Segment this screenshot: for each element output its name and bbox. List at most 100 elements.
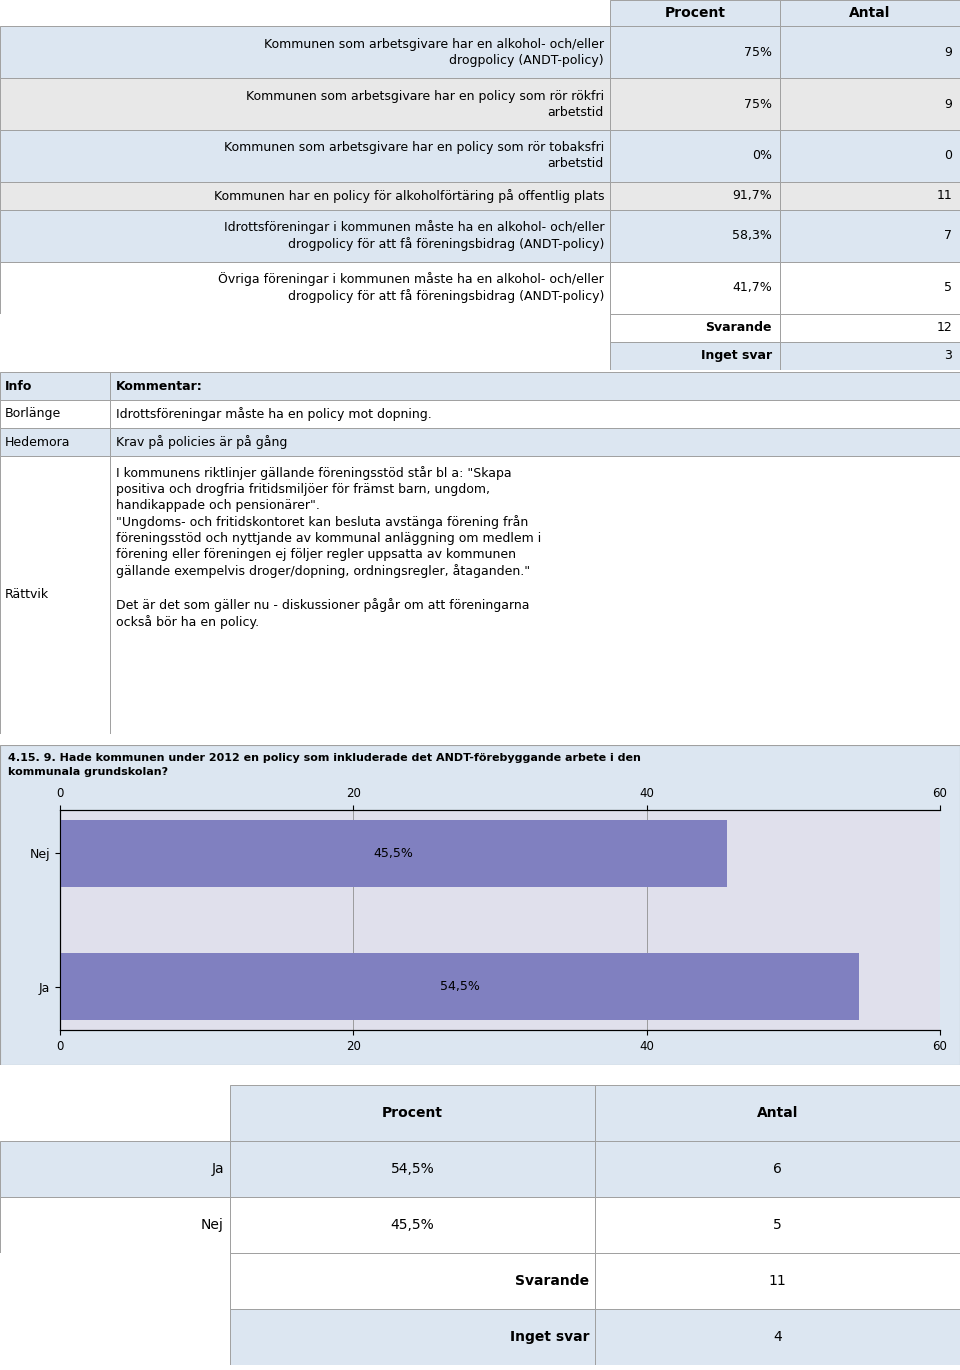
Text: 5: 5 [773,1218,781,1232]
Text: Kommunen som arbetsgivare har en policy som rör tobaksfri
arbetstid: Kommunen som arbetsgivare har en policy … [224,141,604,170]
Text: 11: 11 [769,1274,786,1288]
Bar [0,0,610,26]
Bar [780,262,960,314]
Text: Inget svar: Inget svar [701,349,772,363]
Text: 11: 11 [936,189,952,203]
Text: 7: 7 [944,229,952,242]
Text: 4.15. 9. Hade kommunen under 2012 en policy som inkluderade det ANDT-förebyggand: 4.15. 9. Hade kommunen under 2012 en pol… [8,754,641,763]
Bar [230,1308,595,1365]
Bar [610,130,780,182]
Text: 45,5%: 45,5% [373,847,414,860]
Text: Idrottsföreningar i kommunen måste ha en alkohol- och/eller
drogpolicy för att f: Idrottsföreningar i kommunen måste ha en… [224,221,604,252]
Bar [0,373,110,400]
Text: 54,5%: 54,5% [440,980,480,993]
Bar [0,26,610,78]
Bar [595,1254,960,1308]
Text: Ja: Ja [211,1162,224,1175]
Bar [60,954,859,1021]
Text: Kommunen har en policy för alkoholförtäring på offentlig plats: Kommunen har en policy för alkoholförtär… [213,189,604,203]
Bar [780,0,960,26]
Text: Procent: Procent [664,7,726,21]
Bar [230,1254,595,1308]
Bar [0,456,110,734]
Text: 75%: 75% [744,45,772,59]
Bar [0,1141,230,1197]
Bar [0,400,110,427]
Bar [0,427,110,456]
Text: Kommunen som arbetsgivare har en alkohol- och/eller
drogpolicy (ANDT-policy): Kommunen som arbetsgivare har en alkohol… [264,38,604,67]
Bar [610,262,780,314]
Text: Antal: Antal [850,7,891,21]
Bar [595,1308,960,1365]
Bar [610,78,780,130]
Text: Procent: Procent [382,1106,443,1121]
Text: 12: 12 [936,321,952,334]
Text: 3: 3 [944,349,952,363]
Text: Antal: Antal [756,1106,798,1121]
Bar [0,1197,230,1254]
Text: Kommentar:: Kommentar: [116,379,203,392]
Text: Info: Info [5,379,33,392]
Text: 9: 9 [944,45,952,59]
Bar [110,400,960,427]
Text: 5: 5 [944,281,952,295]
Text: Kommunen som arbetsgivare har en policy som rör rökfri
arbetstid: Kommunen som arbetsgivare har en policy … [246,89,604,119]
Bar [0,1254,230,1308]
Bar [0,262,610,314]
Bar [780,341,960,370]
Bar [780,314,960,341]
Text: 4: 4 [773,1330,781,1344]
Text: Svarande: Svarande [515,1274,589,1288]
Bar [595,1085,960,1141]
Bar [0,314,610,341]
Bar [780,26,960,78]
Bar [0,182,610,210]
Text: kommunala grundskolan?: kommunala grundskolan? [8,767,168,777]
Text: Hedemora: Hedemora [5,436,70,448]
Text: 75%: 75% [744,97,772,111]
Text: 54,5%: 54,5% [391,1162,434,1175]
Bar [610,341,780,370]
Text: 41,7%: 41,7% [732,281,772,295]
Bar [610,210,780,262]
Bar [230,1141,595,1197]
Bar [230,1197,595,1254]
Bar [60,821,728,886]
Bar [595,1197,960,1254]
Bar [110,456,960,734]
Bar [110,427,960,456]
Bar [780,182,960,210]
Text: Rättvik: Rättvik [5,589,49,601]
Bar [780,130,960,182]
Text: Borlänge: Borlänge [5,407,61,421]
Bar [230,1085,595,1141]
Text: 9: 9 [944,97,952,111]
Text: Inget svar: Inget svar [510,1330,589,1344]
Bar [595,1141,960,1197]
Bar [610,182,780,210]
Bar [0,1308,230,1365]
Text: 91,7%: 91,7% [732,189,772,203]
Bar [610,26,780,78]
Text: Svarande: Svarande [706,321,772,334]
Bar [110,373,960,400]
Bar [780,78,960,130]
Bar [0,1085,230,1141]
Text: Krav på policies är på gång: Krav på policies är på gång [116,436,287,449]
Text: 0: 0 [944,149,952,162]
Bar [610,0,780,26]
Bar [0,210,610,262]
Text: 0%: 0% [752,149,772,162]
Text: Övriga föreningar i kommunen måste ha en alkohol- och/eller
drogpolicy för att f: Övriga föreningar i kommunen måste ha en… [218,273,604,303]
Bar [0,78,610,130]
Text: Idrottsföreningar måste ha en policy mot dopning.: Idrottsföreningar måste ha en policy mot… [116,407,432,421]
Bar [0,130,610,182]
Bar [610,314,780,341]
Bar [0,341,610,370]
Text: 58,3%: 58,3% [732,229,772,242]
Bar [780,210,960,262]
Text: I kommunens riktlinjer gällande föreningsstöd står bl a: "Skapa
positiva och dro: I kommunens riktlinjer gällande förening… [116,466,541,629]
Text: 6: 6 [773,1162,782,1175]
Text: Nej: Nej [202,1218,224,1232]
Text: 45,5%: 45,5% [391,1218,434,1232]
